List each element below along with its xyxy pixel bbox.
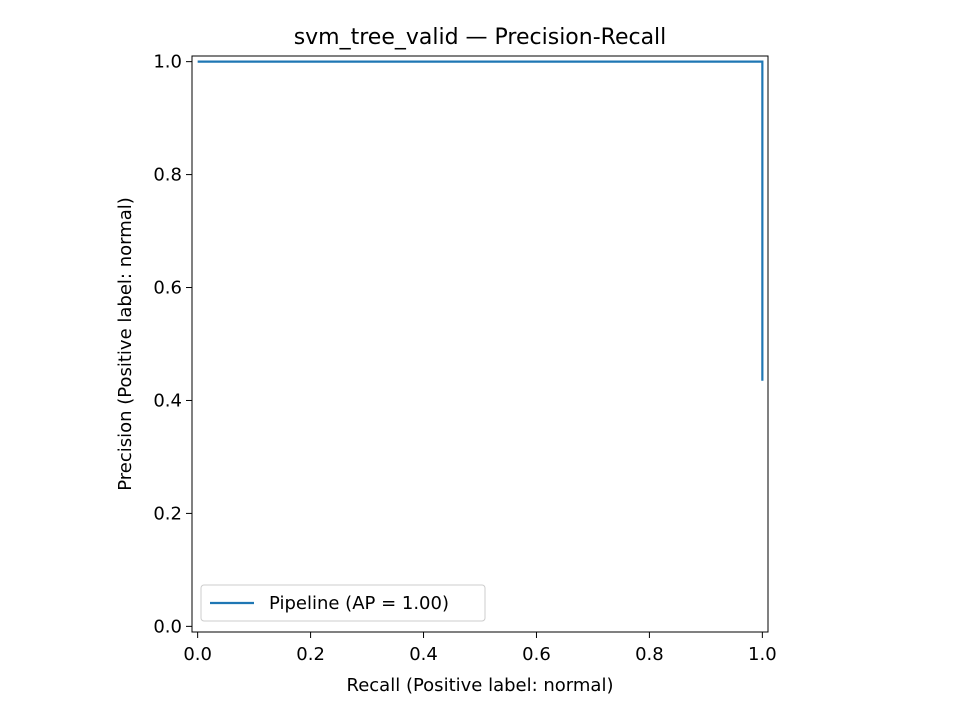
y-tick-label: 0.0: [153, 616, 182, 637]
y-tick-label: 0.4: [153, 390, 182, 411]
x-tick-label: 0.0: [183, 644, 212, 665]
x-tick-label: 0.6: [522, 644, 551, 665]
y-tick-label: 0.6: [153, 278, 182, 299]
plot-area-background: [192, 56, 768, 632]
legend-box: [200, 584, 486, 622]
y-tick-label: 1.0: [153, 52, 182, 73]
y-tick-label: 0.8: [153, 165, 182, 186]
series-line-0: [197, 60, 764, 381]
x-axis-label: Recall (Positive label: normal): [347, 675, 614, 696]
plot-area-frame: [191, 55, 769, 633]
series-layer: [197, 60, 764, 381]
y-tick-label: 0.2: [153, 503, 182, 524]
y-ticks: 0.0 0.2 0.4 0.6 0.8 1.0: [153, 52, 192, 637]
legend: Pipeline (AP = 1.00): [200, 584, 486, 622]
y-axis-label: Precision (Positive label: normal): [115, 197, 136, 491]
x-tick-label: 0.4: [409, 644, 438, 665]
chart-title: svm_tree_valid — Precision-Recall: [294, 25, 667, 50]
legend-label: Pipeline (AP = 1.00): [269, 593, 449, 614]
x-ticks: 0.0 0.2 0.4 0.6 0.8 1.0: [183, 632, 777, 665]
x-tick-label: 1.0: [748, 644, 777, 665]
x-tick-label: 0.2: [296, 644, 325, 665]
x-tick-label: 0.8: [635, 644, 664, 665]
